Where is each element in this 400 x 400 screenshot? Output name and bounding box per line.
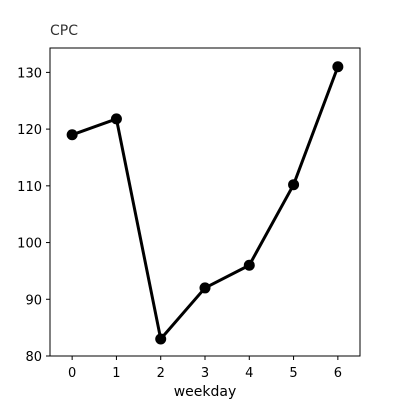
y-tick-label: 80 — [25, 350, 42, 365]
data-point — [66, 129, 78, 141]
data-point — [288, 179, 300, 191]
x-tick-label: 2 — [157, 366, 165, 381]
series-line — [70, 65, 340, 341]
data-point — [110, 113, 122, 125]
x-axis-title: weekday — [174, 384, 237, 400]
y-tick-label: 130 — [17, 66, 42, 81]
series-layer — [66, 61, 344, 345]
y-tick-label: 110 — [17, 180, 42, 195]
data-point — [243, 259, 255, 271]
chart-title: CPC — [50, 23, 78, 39]
data-point — [332, 61, 344, 73]
x-tick-label: 6 — [334, 366, 342, 381]
y-axis: 80 90 100 110 120 130 — [17, 66, 50, 365]
x-tick-label: 4 — [245, 366, 253, 381]
y-tick-label: 90 — [25, 293, 42, 308]
x-tick-label: 0 — [68, 366, 76, 381]
x-tick-label: 5 — [289, 366, 297, 381]
y-tick-label: 100 — [17, 237, 42, 252]
y-tick-label: 120 — [17, 123, 42, 138]
data-point — [155, 333, 167, 345]
x-axis: 0 1 2 3 4 5 6 — [68, 356, 342, 381]
plot-frame — [49, 47, 361, 357]
x-tick-label: 1 — [112, 366, 120, 381]
x-tick-label: 3 — [201, 366, 209, 381]
data-point — [199, 282, 211, 294]
